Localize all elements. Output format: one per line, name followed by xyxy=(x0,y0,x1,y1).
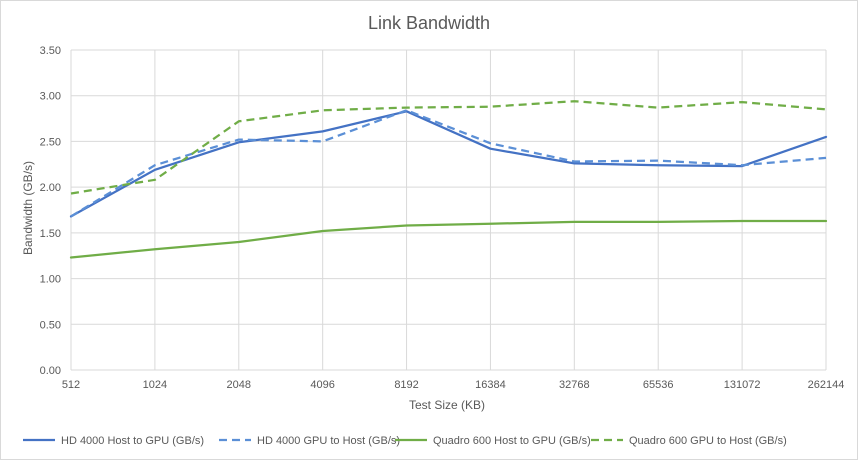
x-tick-label: 32768 xyxy=(559,379,590,391)
x-tick-label: 512 xyxy=(62,379,80,391)
series-line-3 xyxy=(69,219,828,259)
series-line-4 xyxy=(70,100,827,195)
x-tick-label: 1024 xyxy=(143,379,167,391)
grid-lines xyxy=(71,49,826,371)
legend-label-2: HD 4000 GPU to Host (GB/s) xyxy=(257,435,400,447)
series-line-2 xyxy=(70,109,827,218)
legend-label-3: Quadro 600 Host to GPU (GB/s) xyxy=(433,435,591,447)
y-tick-label: 0.00 xyxy=(40,365,61,377)
x-tick-label: 131072 xyxy=(724,379,761,391)
y-tick-label: 3.00 xyxy=(40,91,61,103)
x-tick-label: 8192 xyxy=(394,379,418,391)
x-axis-ticks: 512 1024 2048 4096 8192 16384 32768 65536 131072… xyxy=(62,379,845,391)
x-tick-label: 65536 xyxy=(643,379,674,391)
y-axis-title: Bandwidth (GB/s) xyxy=(21,161,35,255)
y-tick-label: 1.50 xyxy=(40,228,61,240)
y-tick-label: 3.50 xyxy=(40,45,61,57)
y-tick-label: 2.00 xyxy=(40,182,61,194)
x-tick-label: 2048 xyxy=(227,379,251,391)
y-tick-label: 0.50 xyxy=(40,319,61,331)
y-tick-label: 2.50 xyxy=(40,136,61,148)
chart-title: Link Bandwidth xyxy=(368,13,490,33)
legend: HD 4000 Host to GPU (GB/s) HD 4000 GPU to… xyxy=(23,435,787,447)
series-line-1 xyxy=(69,110,828,218)
x-tick-label: 4096 xyxy=(310,379,334,391)
x-tick-label: 262144 xyxy=(808,379,845,391)
legend-label-1: HD 4000 Host to GPU (GB/s) xyxy=(61,435,204,447)
legend-label-4: Quadro 600 GPU to Host (GB/s) xyxy=(629,435,787,447)
x-tick-label: 16384 xyxy=(475,379,506,391)
axes xyxy=(70,50,827,370)
y-axis-ticks: 0.00 0.50 1.00 1.50 2.00 2.50 3.00 3.50 xyxy=(40,45,61,377)
x-axis-title: Test Size (KB) xyxy=(409,398,485,412)
series-lines xyxy=(69,100,828,259)
y-tick-label: 1.00 xyxy=(40,274,61,286)
